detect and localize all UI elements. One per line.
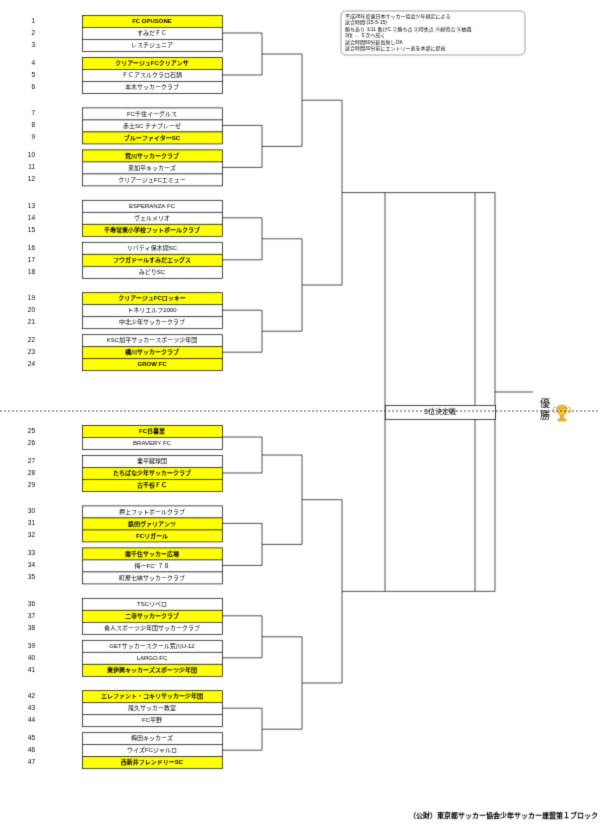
tournament-bracket: [0, 0, 600, 825]
